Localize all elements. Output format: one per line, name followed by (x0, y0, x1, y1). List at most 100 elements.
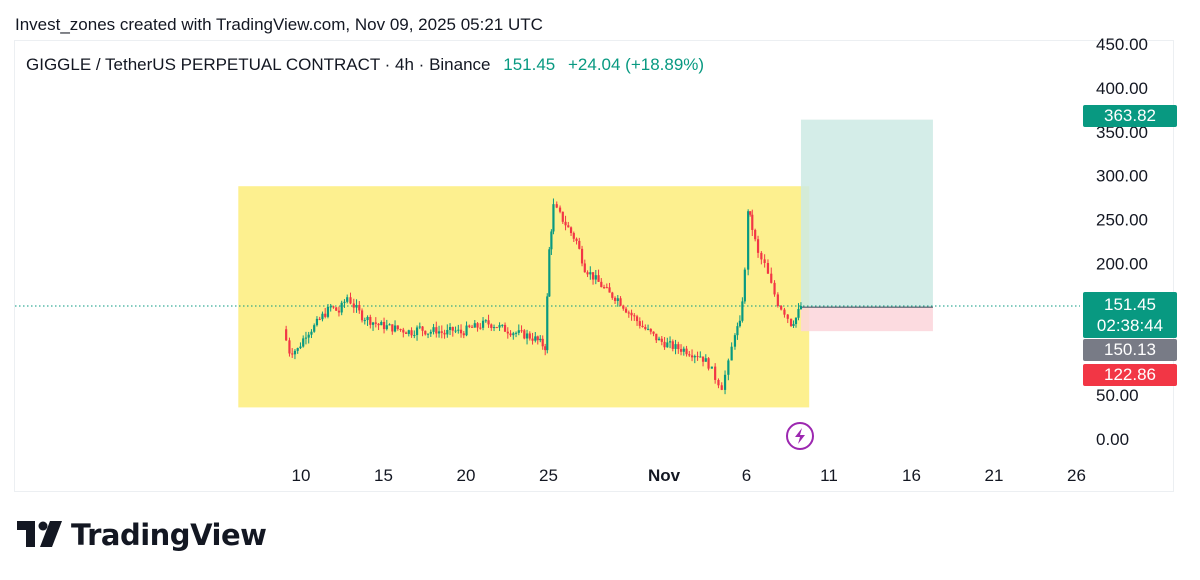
candle-body (583, 263, 586, 273)
candle-body (605, 287, 608, 289)
candle-body (575, 238, 578, 241)
candle-body (611, 292, 614, 298)
candle-body (476, 323, 479, 328)
candle-body (646, 328, 650, 330)
candle-body (720, 385, 723, 390)
candle-body (531, 338, 534, 341)
candle-body (514, 332, 518, 334)
candle-body (506, 331, 509, 334)
candle-body (622, 305, 625, 309)
candle-body (594, 275, 597, 280)
candle-body (792, 324, 795, 326)
candle-body (358, 304, 361, 311)
candle-body (677, 344, 680, 350)
candle-body (756, 239, 760, 253)
candle-body (541, 338, 544, 347)
candle-body (649, 328, 652, 332)
candle-body (580, 248, 584, 264)
y-axis-tick-label: 400.00 (1096, 79, 1148, 98)
candle-body (564, 221, 567, 226)
candle-body (374, 322, 377, 324)
candle-body (407, 330, 410, 334)
candle-body (663, 341, 666, 348)
x-axis-tick-label: 11 (820, 466, 838, 485)
candle-body (418, 326, 421, 328)
candle-body (443, 332, 446, 335)
y-axis-tick-label: 200.00 (1096, 254, 1148, 273)
candle-body (404, 332, 408, 334)
candle-body (736, 326, 739, 336)
candle-body (326, 306, 330, 317)
candle-body (503, 324, 507, 332)
tradingview-logo[interactable]: TradingView (17, 518, 267, 552)
symbol-legend[interactable]: GIGGLE / TetherUS PERPETUAL CONTRACT · 4… (26, 55, 704, 75)
candle-body (481, 320, 485, 328)
candle-body (388, 324, 391, 326)
candle-body (501, 324, 504, 326)
lightning-bolt-icon (795, 428, 805, 444)
candle-body (369, 316, 372, 325)
candle-body (288, 340, 291, 354)
candle-body (638, 321, 641, 326)
target-price-tag: 363.82 (1083, 105, 1177, 127)
candle-body (754, 229, 757, 240)
candle-body (296, 348, 299, 351)
candle-body (644, 326, 647, 330)
candle-body (619, 298, 622, 306)
candle-body (679, 349, 683, 352)
x-axis-tick-label: 15 (374, 466, 393, 485)
candle-body (329, 306, 332, 308)
candle-body (492, 327, 496, 329)
candle-body (479, 327, 482, 329)
candle-body (360, 310, 364, 321)
candle-body (548, 249, 551, 297)
tradingview-logo-icon (17, 521, 62, 547)
candle-body (307, 334, 310, 338)
candle-body (776, 294, 779, 307)
x-axis-tick-label: 25 (539, 466, 558, 485)
candle-body (432, 327, 435, 332)
candle-body (666, 342, 669, 348)
candle-body (561, 211, 564, 222)
candle-body (693, 356, 696, 358)
candle-body (413, 335, 416, 337)
candle-body (454, 330, 457, 332)
x-axis-tick-label: 21 (985, 466, 1004, 485)
candle-body (608, 287, 611, 293)
y-axis-tick-label: 0.00 (1096, 430, 1129, 449)
candle-body (366, 316, 369, 321)
candle-body (727, 360, 730, 375)
candle-body (701, 356, 705, 362)
candle-body (770, 273, 773, 283)
candle-body (707, 358, 710, 369)
candle-body (435, 327, 438, 334)
candle-body (465, 325, 468, 336)
candle-body (641, 325, 644, 327)
x-axis-tick-label: 20 (457, 466, 476, 485)
candle-body (391, 324, 394, 332)
chart-frame (14, 40, 1174, 492)
candle-body (437, 331, 441, 334)
candle-body (484, 320, 487, 322)
candle-body (421, 326, 424, 331)
candle-body (749, 211, 752, 215)
price-change: +24.04 (+18.89%) (567, 55, 705, 74)
candle-body (355, 304, 358, 308)
candle-body (534, 336, 537, 341)
candle-body (512, 333, 515, 336)
candle-body (371, 322, 375, 325)
candle-body (555, 204, 558, 208)
candle-body (652, 331, 655, 334)
candle-body (572, 233, 575, 239)
candle-body (696, 356, 699, 358)
candle-body (714, 366, 717, 380)
candle-body (657, 338, 661, 341)
candle-body (517, 330, 520, 333)
candle-body (630, 312, 633, 316)
candle-body (586, 272, 589, 275)
stop-price-tag: 122.86 (1083, 364, 1177, 386)
candle-body (457, 329, 460, 331)
candle-body (783, 309, 786, 315)
symbol-title: GIGGLE / TetherUS PERPETUAL CONTRACT · 4… (26, 55, 491, 74)
